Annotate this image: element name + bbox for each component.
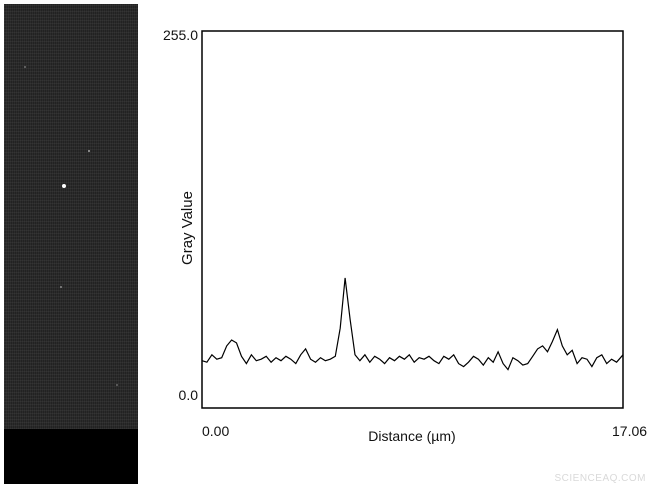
y-axis-label: Gray Value	[179, 191, 196, 265]
y-tick-label-min: 0.0	[179, 387, 199, 403]
faint-spot	[88, 150, 90, 152]
faint-spot	[24, 66, 26, 68]
x-tick-label-min: 0.00	[202, 423, 229, 439]
plot-frame	[201, 30, 624, 409]
micrograph-black-bar	[4, 429, 138, 484]
faint-spot	[116, 384, 118, 386]
y-tick-label-max: 255.0	[163, 27, 198, 43]
gray-value-profile-line	[201, 277, 624, 371]
fluorescence-micrograph	[4, 4, 138, 429]
x-axis-label: Distance (µm)	[368, 428, 455, 444]
watermark: SCIENCEAQ.COM	[554, 473, 646, 484]
faint-spot	[60, 286, 62, 288]
bright-spot	[62, 184, 66, 188]
x-tick-label-max: 17.06	[612, 423, 647, 439]
